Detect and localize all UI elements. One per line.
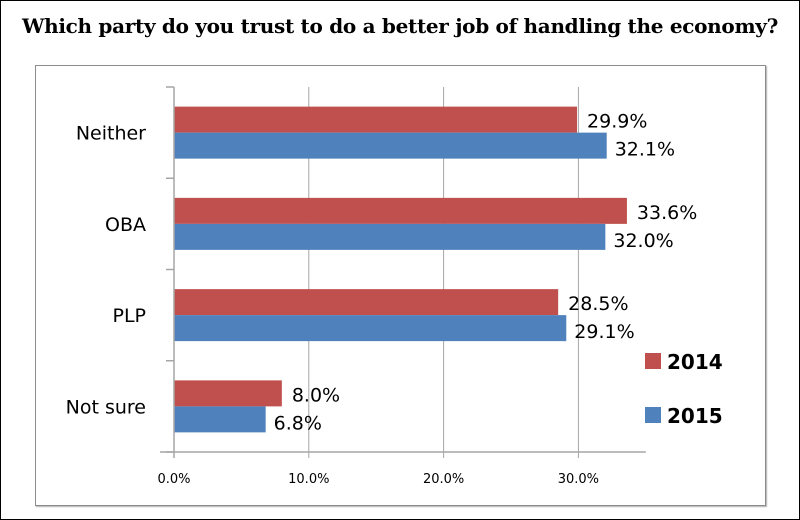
bars <box>174 106 627 433</box>
bar-2014 <box>174 197 627 224</box>
data-label-2014: 33.6% <box>637 202 697 224</box>
chart-frame <box>35 65 766 506</box>
axes: 0.0% 10.0% 20.0% 30.0% Neither OBA PLP Not sure <box>66 86 646 487</box>
data-label-2015: 29.1% <box>574 321 634 343</box>
bar-2014 <box>174 106 578 133</box>
legend: 2014 2015 <box>645 350 723 428</box>
data-label-2014: 28.5% <box>568 293 628 315</box>
bar-2014 <box>174 289 559 316</box>
data-labels: 29.9% 32.1% 33.6% 32.0% 28.5% 29.1% 8.0% 6.8% <box>274 111 698 435</box>
x-tick-label: 0.0% <box>157 472 190 487</box>
legend-swatch-2014 <box>645 353 661 369</box>
data-label-2015: 32.1% <box>615 139 675 161</box>
category-label: Not sure <box>66 396 146 418</box>
x-tick-label: 10.0% <box>288 472 329 487</box>
legend-label-2015: 2015 <box>667 404 723 428</box>
bar-2015 <box>174 406 266 433</box>
category-label: PLP <box>112 305 146 327</box>
bar-2015 <box>174 132 607 159</box>
bar-2015 <box>174 223 606 250</box>
bar-2014 <box>174 380 282 407</box>
data-label-2014: 29.9% <box>587 111 647 133</box>
bar-2015 <box>174 315 567 342</box>
chart-title: Which party do you trust to do a better … <box>21 14 779 38</box>
legend-label-2014: 2014 <box>667 350 723 374</box>
data-label-2015: 32.0% <box>613 230 673 252</box>
data-label-2015: 6.8% <box>274 412 322 434</box>
x-tick-label: 30.0% <box>558 472 599 487</box>
category-label: OBA <box>105 214 146 236</box>
legend-swatch-2015 <box>645 407 661 423</box>
category-label: Neither <box>76 123 146 145</box>
x-tick-label: 20.0% <box>423 472 464 487</box>
data-label-2014: 8.0% <box>292 384 340 406</box>
